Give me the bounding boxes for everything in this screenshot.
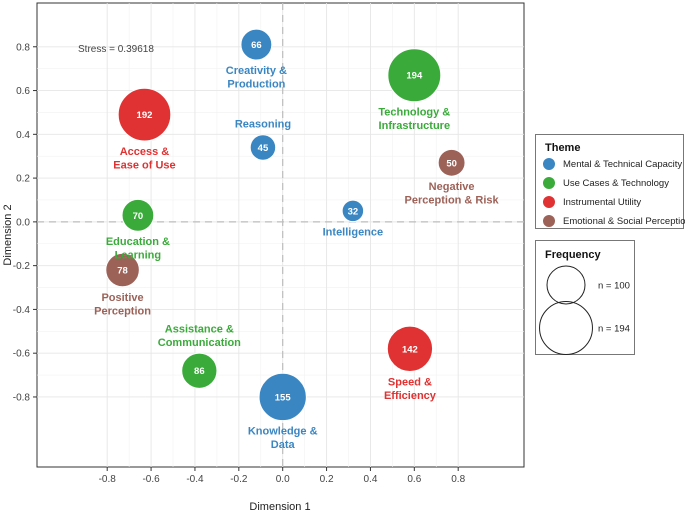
x-tick-label: 0.8 bbox=[451, 474, 465, 485]
x-tick-label: -0.6 bbox=[142, 474, 160, 485]
bubble-label: Assistance & bbox=[165, 324, 234, 336]
bubble-count: 142 bbox=[402, 344, 418, 355]
bubble-label: Access & bbox=[120, 146, 170, 158]
x-tick-label: 0.4 bbox=[363, 474, 377, 485]
x-tick-label: -0.4 bbox=[186, 474, 204, 485]
bubble-label: Efficiency bbox=[384, 390, 437, 402]
theme-color-swatch bbox=[543, 158, 555, 170]
theme-legend-item: Use Cases & Technology bbox=[543, 177, 669, 189]
bubble-label: Positive bbox=[101, 292, 143, 304]
bubble-label: Data bbox=[271, 439, 296, 451]
bubble bbox=[341, 199, 365, 223]
bubble-count: 86 bbox=[194, 366, 205, 377]
stress-annotation: Stress = 0.39618 bbox=[78, 44, 154, 55]
bubble-label: Intelligence bbox=[323, 227, 384, 239]
theme-legend-item: Instrumental Utility bbox=[543, 196, 641, 208]
y-tick-label: -0.6 bbox=[13, 349, 31, 360]
y-tick-label: -0.4 bbox=[13, 305, 31, 316]
bubble bbox=[121, 198, 155, 232]
bubble bbox=[437, 148, 466, 177]
theme-legend-label: Emotional & Social Perception bbox=[563, 215, 685, 227]
y-tick-label: 0.8 bbox=[16, 42, 30, 53]
bubbles: 66 45 32 155 194 70 86 192 142 50 78 bbox=[105, 28, 466, 422]
bubble bbox=[181, 352, 218, 389]
frequency-legend-circle bbox=[539, 301, 593, 355]
theme-legend: Theme Mental & Technical Capacity Use Cas… bbox=[535, 134, 685, 229]
bubble bbox=[249, 134, 277, 161]
frequency-legend-circles: n = 100 n = 194 bbox=[539, 265, 630, 355]
bubble-labels: Creativity & Production Reasoning Intellige… bbox=[94, 65, 499, 451]
bubble-label: Production bbox=[227, 79, 285, 91]
frequency-legend-label: n = 100 bbox=[598, 281, 630, 292]
bubble bbox=[105, 252, 140, 288]
y-tick-label: 0.0 bbox=[16, 217, 30, 228]
theme-legend-label: Mental & Technical Capacity bbox=[563, 158, 683, 170]
x-axis-label: Dimension 1 bbox=[249, 501, 310, 513]
x-tick-label: -0.2 bbox=[230, 474, 248, 485]
bubble bbox=[387, 48, 442, 103]
bubble-label: Reasoning bbox=[235, 119, 291, 131]
bubble-count: 78 bbox=[117, 266, 128, 277]
frequency-legend-circle bbox=[546, 265, 586, 305]
bubble bbox=[240, 28, 273, 61]
bubble-label: Learning bbox=[115, 250, 161, 262]
theme-color-swatch bbox=[543, 177, 555, 189]
bubble bbox=[258, 372, 307, 422]
x-tick-label: 0.6 bbox=[407, 474, 421, 485]
bubble-label: Communication bbox=[158, 337, 241, 349]
frequency-legend-title: Frequency bbox=[545, 249, 601, 261]
bubble bbox=[117, 87, 172, 142]
bubble-count: 66 bbox=[251, 40, 262, 51]
bubble-label: Knowledge & bbox=[248, 426, 318, 438]
y-tick-label: -0.8 bbox=[13, 392, 31, 403]
x-tick-label: -0.8 bbox=[99, 474, 117, 485]
x-tick-label: 0.0 bbox=[276, 474, 290, 485]
bubble-label: Creativity & bbox=[226, 65, 287, 77]
bubble-label: Infrastructure bbox=[379, 120, 451, 132]
bubble-label: Perception bbox=[94, 305, 151, 317]
theme-legend-label: Instrumental Utility bbox=[563, 196, 642, 208]
y-tick-label: 0.6 bbox=[16, 86, 30, 97]
theme-legend-label: Use Cases & Technology bbox=[563, 177, 669, 189]
theme-color-swatch bbox=[543, 215, 555, 227]
y-axis-label: Dimension 2 bbox=[2, 204, 14, 265]
bubble bbox=[386, 325, 434, 372]
bubble-label: Education & bbox=[106, 236, 170, 248]
bubble-label: Technology & bbox=[378, 107, 450, 119]
theme-legend-item: Emotional & Social Perception bbox=[543, 215, 685, 227]
bubble-label: Speed & bbox=[388, 376, 432, 388]
bubble-label: Perception & Risk bbox=[405, 195, 500, 207]
x-tick-label: 0.2 bbox=[320, 474, 334, 485]
theme-color-swatch bbox=[543, 196, 555, 208]
y-tick-label: 0.2 bbox=[16, 174, 30, 185]
y-tick-label: -0.2 bbox=[13, 261, 31, 272]
theme-legend-title: Theme bbox=[545, 142, 581, 154]
frequency-legend-label: n = 194 bbox=[598, 324, 630, 335]
bubble-count: 192 bbox=[137, 110, 153, 121]
axis-ticks: -0.8 -0.6 -0.4 -0.2 0.0 0.2 0.4 0.6 0.8 0.8 0.6 0.4… bbox=[13, 42, 466, 485]
bubble-count: 50 bbox=[446, 158, 457, 169]
bubble-label: Negative bbox=[429, 181, 475, 193]
bubble-count: 45 bbox=[258, 143, 269, 154]
bubble-count: 194 bbox=[406, 71, 423, 82]
bubble-count: 32 bbox=[348, 206, 359, 217]
bubble-count: 70 bbox=[133, 211, 144, 222]
y-tick-label: 0.4 bbox=[16, 130, 30, 141]
bubble-label: Ease of Use bbox=[113, 159, 175, 171]
theme-legend-item: Mental & Technical Capacity bbox=[543, 158, 682, 170]
bubble-count: 155 bbox=[275, 392, 292, 403]
frequency-legend: Frequency n = 100 n = 194 bbox=[535, 240, 635, 355]
